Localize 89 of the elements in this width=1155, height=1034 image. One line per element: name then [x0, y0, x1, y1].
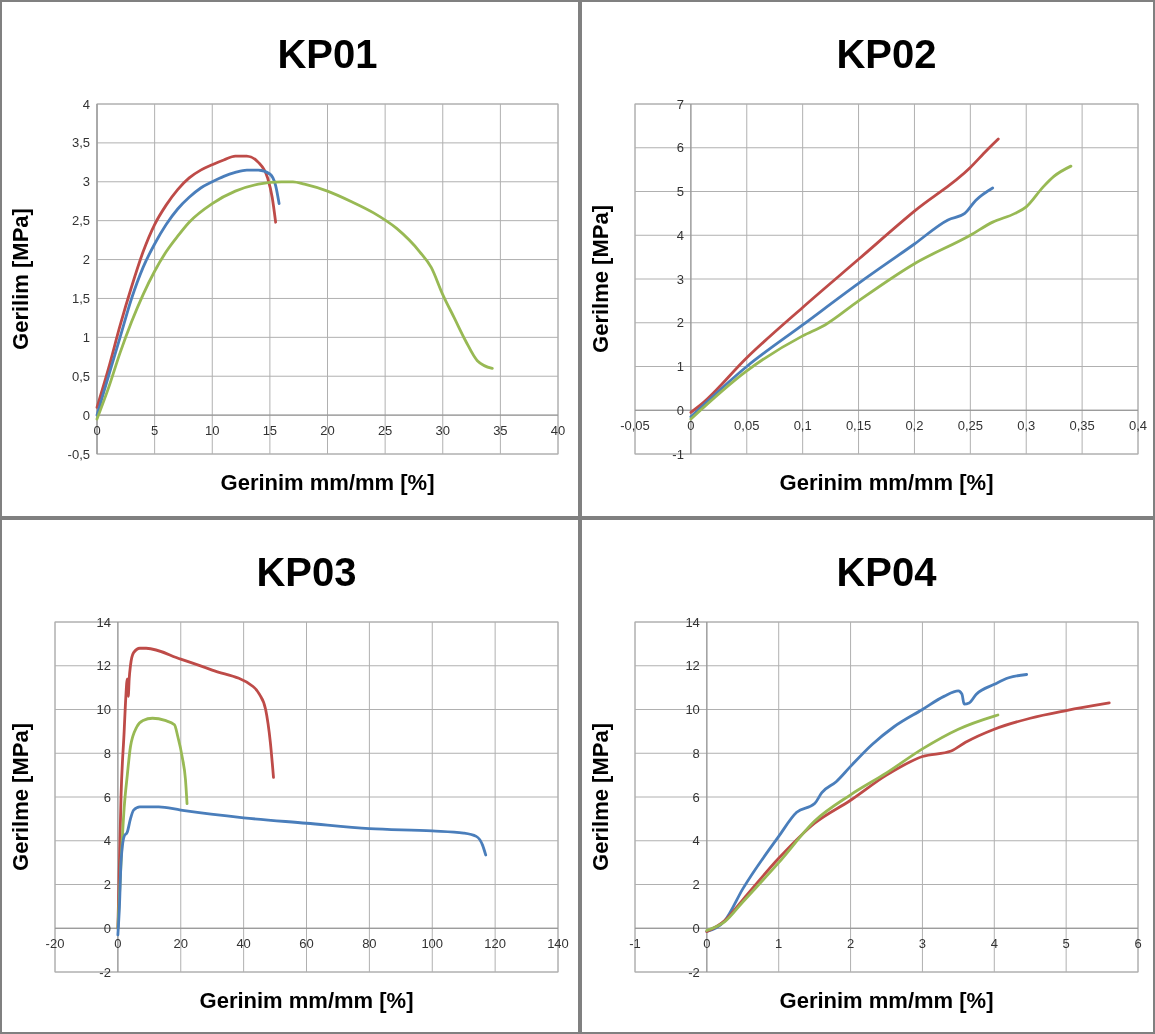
y-tick-label: 3 — [82, 174, 90, 190]
line-series — [95, 180, 494, 421]
x-tick-label: 6 — [1134, 936, 1142, 952]
x-tick-label: 60 — [299, 936, 314, 952]
y-tick-label: 0 — [676, 402, 684, 418]
chart-title: KP01 — [277, 32, 378, 76]
y-tick-label: 3,5 — [71, 135, 90, 151]
y-tick-label: 2 — [82, 252, 90, 268]
line-series — [116, 805, 488, 937]
x-tick-label: 0,25 — [957, 418, 983, 434]
y-axis-title: Gerilim [MPa] — [8, 208, 33, 350]
y-tick-label: 14 — [96, 614, 111, 630]
y-tick-label: 1,5 — [71, 290, 90, 306]
x-tick-label: 0,05 — [734, 418, 760, 434]
chart-title: KP02 — [836, 32, 937, 76]
x-axis-title: Gerinim mm/mm [%] — [779, 988, 994, 1013]
y-tick-label: 12 — [685, 658, 700, 674]
y-tick-label: 6 — [103, 789, 111, 805]
x-tick-label: 40 — [550, 423, 566, 439]
y-tick-label: 0 — [103, 920, 111, 936]
x-tick-label: 25 — [377, 423, 393, 439]
y-tick-label: -2 — [99, 964, 111, 980]
x-tick-label: 4 — [990, 936, 998, 952]
line-series — [705, 713, 1000, 932]
x-tick-label: 10 — [205, 423, 220, 439]
x-tick-label: 100 — [421, 936, 444, 952]
y-tick-label: 2 — [103, 877, 111, 892]
x-tick-label: 5 — [151, 423, 159, 439]
x-tick-label: 35 — [493, 423, 508, 439]
y-axis-title: Gerilme [MPa] — [8, 723, 33, 871]
y-tick-label: 8 — [692, 745, 700, 761]
x-tick-label: 0,35 — [1069, 418, 1095, 434]
x-tick-label: 2 — [846, 936, 855, 952]
y-tick-label: 3 — [676, 271, 684, 287]
y-tick-label: 4 — [103, 833, 111, 849]
x-tick-label: 5 — [1062, 936, 1070, 952]
x-axis-title: Gerinim mm/mm [%] — [220, 470, 435, 495]
x-tick-label: 0,4 — [1128, 418, 1148, 434]
y-tick-label: 12 — [96, 658, 111, 674]
y-tick-label: 6 — [692, 789, 700, 805]
y-tick-label: -0,5 — [67, 446, 90, 462]
y-tick-label: 10 — [685, 702, 700, 717]
chart-title: KP04 — [836, 550, 938, 594]
line-series — [689, 164, 1073, 421]
x-tick-label: 30 — [435, 423, 450, 439]
y-tick-label: 7 — [676, 96, 684, 112]
y-tick-label: 4 — [676, 227, 684, 243]
x-tick-label: 80 — [362, 936, 377, 952]
y-tick-label: 2 — [676, 315, 684, 331]
y-tick-label: 0 — [692, 920, 700, 936]
line-series — [689, 186, 995, 419]
y-tick-label: -2 — [688, 964, 700, 980]
x-tick-label: 120 — [484, 936, 506, 952]
x-tick-label: 0,15 — [845, 418, 872, 434]
y-tick-label: 0,5 — [71, 368, 90, 384]
x-tick-label: 3 — [918, 936, 927, 952]
y-tick-label: 1 — [82, 329, 90, 345]
x-tick-label: 0,3 — [1017, 418, 1036, 434]
x-tick-label: 140 — [547, 936, 569, 952]
line-series — [689, 137, 1000, 414]
y-axis-title: Gerilme [MPa] — [588, 205, 613, 353]
y-tick-label: 4 — [692, 833, 700, 849]
x-tick-label: 0 — [114, 936, 122, 952]
x-tick-label: -0,05 — [620, 418, 650, 434]
y-tick-label: 4 — [82, 96, 90, 112]
x-tick-label: 0 — [703, 936, 711, 952]
x-tick-label: 1 — [775, 936, 783, 952]
x-tick-label: 0,1 — [793, 418, 812, 434]
y-tick-label: 8 — [103, 745, 111, 761]
y-tick-label: -1 — [672, 446, 684, 462]
x-tick-label: 0,2 — [905, 418, 924, 434]
x-axis-title: Gerinim mm/mm [%] — [779, 470, 994, 495]
x-tick-label: 20 — [320, 423, 335, 439]
y-tick-label: 1 — [676, 359, 684, 374]
y-axis-title: Gerilme [MPa] — [588, 723, 613, 871]
y-tick-label: 0 — [82, 407, 90, 423]
y-tick-label: 2 — [692, 877, 700, 892]
chart-title: KP03 — [256, 550, 357, 594]
x-tick-label: 20 — [173, 936, 188, 952]
y-tick-label: 14 — [685, 614, 700, 630]
y-tick-label: 5 — [676, 184, 684, 199]
x-tick-label: -20 — [45, 936, 65, 952]
y-tick-label: 6 — [676, 140, 684, 156]
x-axis-title: Gerinim mm/mm [%] — [199, 988, 414, 1013]
x-tick-label: 40 — [236, 936, 251, 952]
x-tick-label: 15 — [262, 423, 278, 439]
x-tick-label: -1 — [629, 936, 641, 952]
y-tick-label: 2,5 — [71, 213, 90, 229]
y-tick-label: 10 — [96, 702, 111, 717]
